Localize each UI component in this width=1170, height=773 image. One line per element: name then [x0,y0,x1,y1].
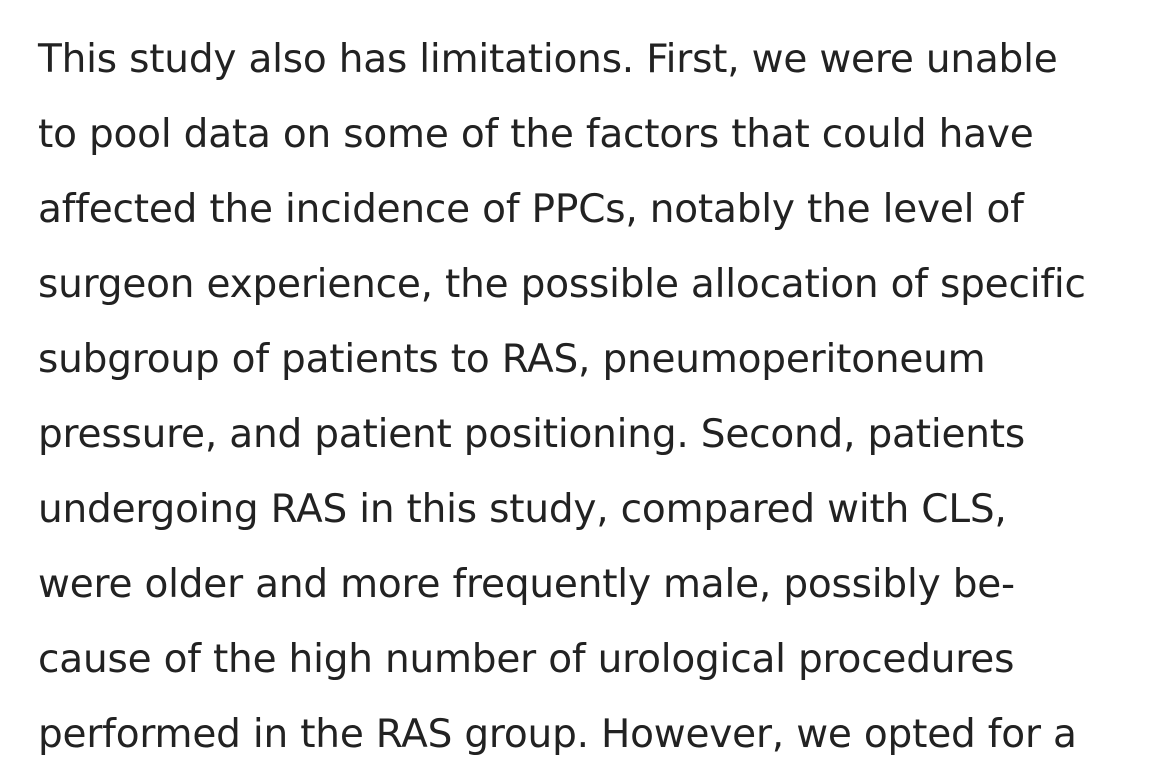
text-line: undergoing RAS in this study, compared w… [38,487,1007,532]
text-line: This study also has limitations. First, … [38,37,1058,82]
text-line: affected the incidence of PPCs, notably … [38,187,1024,232]
body-paragraph: This study also has limitations. First, … [38,22,1150,772]
text-line: to pool data on some of the factors that… [38,112,1034,157]
text-line: pressure, and patient positioning. Secon… [38,412,1026,457]
text-line: cause of the high number of urological p… [38,637,1015,682]
text-line: performed in the RAS group. However, we … [38,712,1077,757]
text-line: subgroup of patients to RAS, pneumoperit… [38,337,986,382]
text-line: surgeon experience, the possible allocat… [38,262,1086,307]
text-line: were older and more frequently male, pos… [38,562,1015,607]
